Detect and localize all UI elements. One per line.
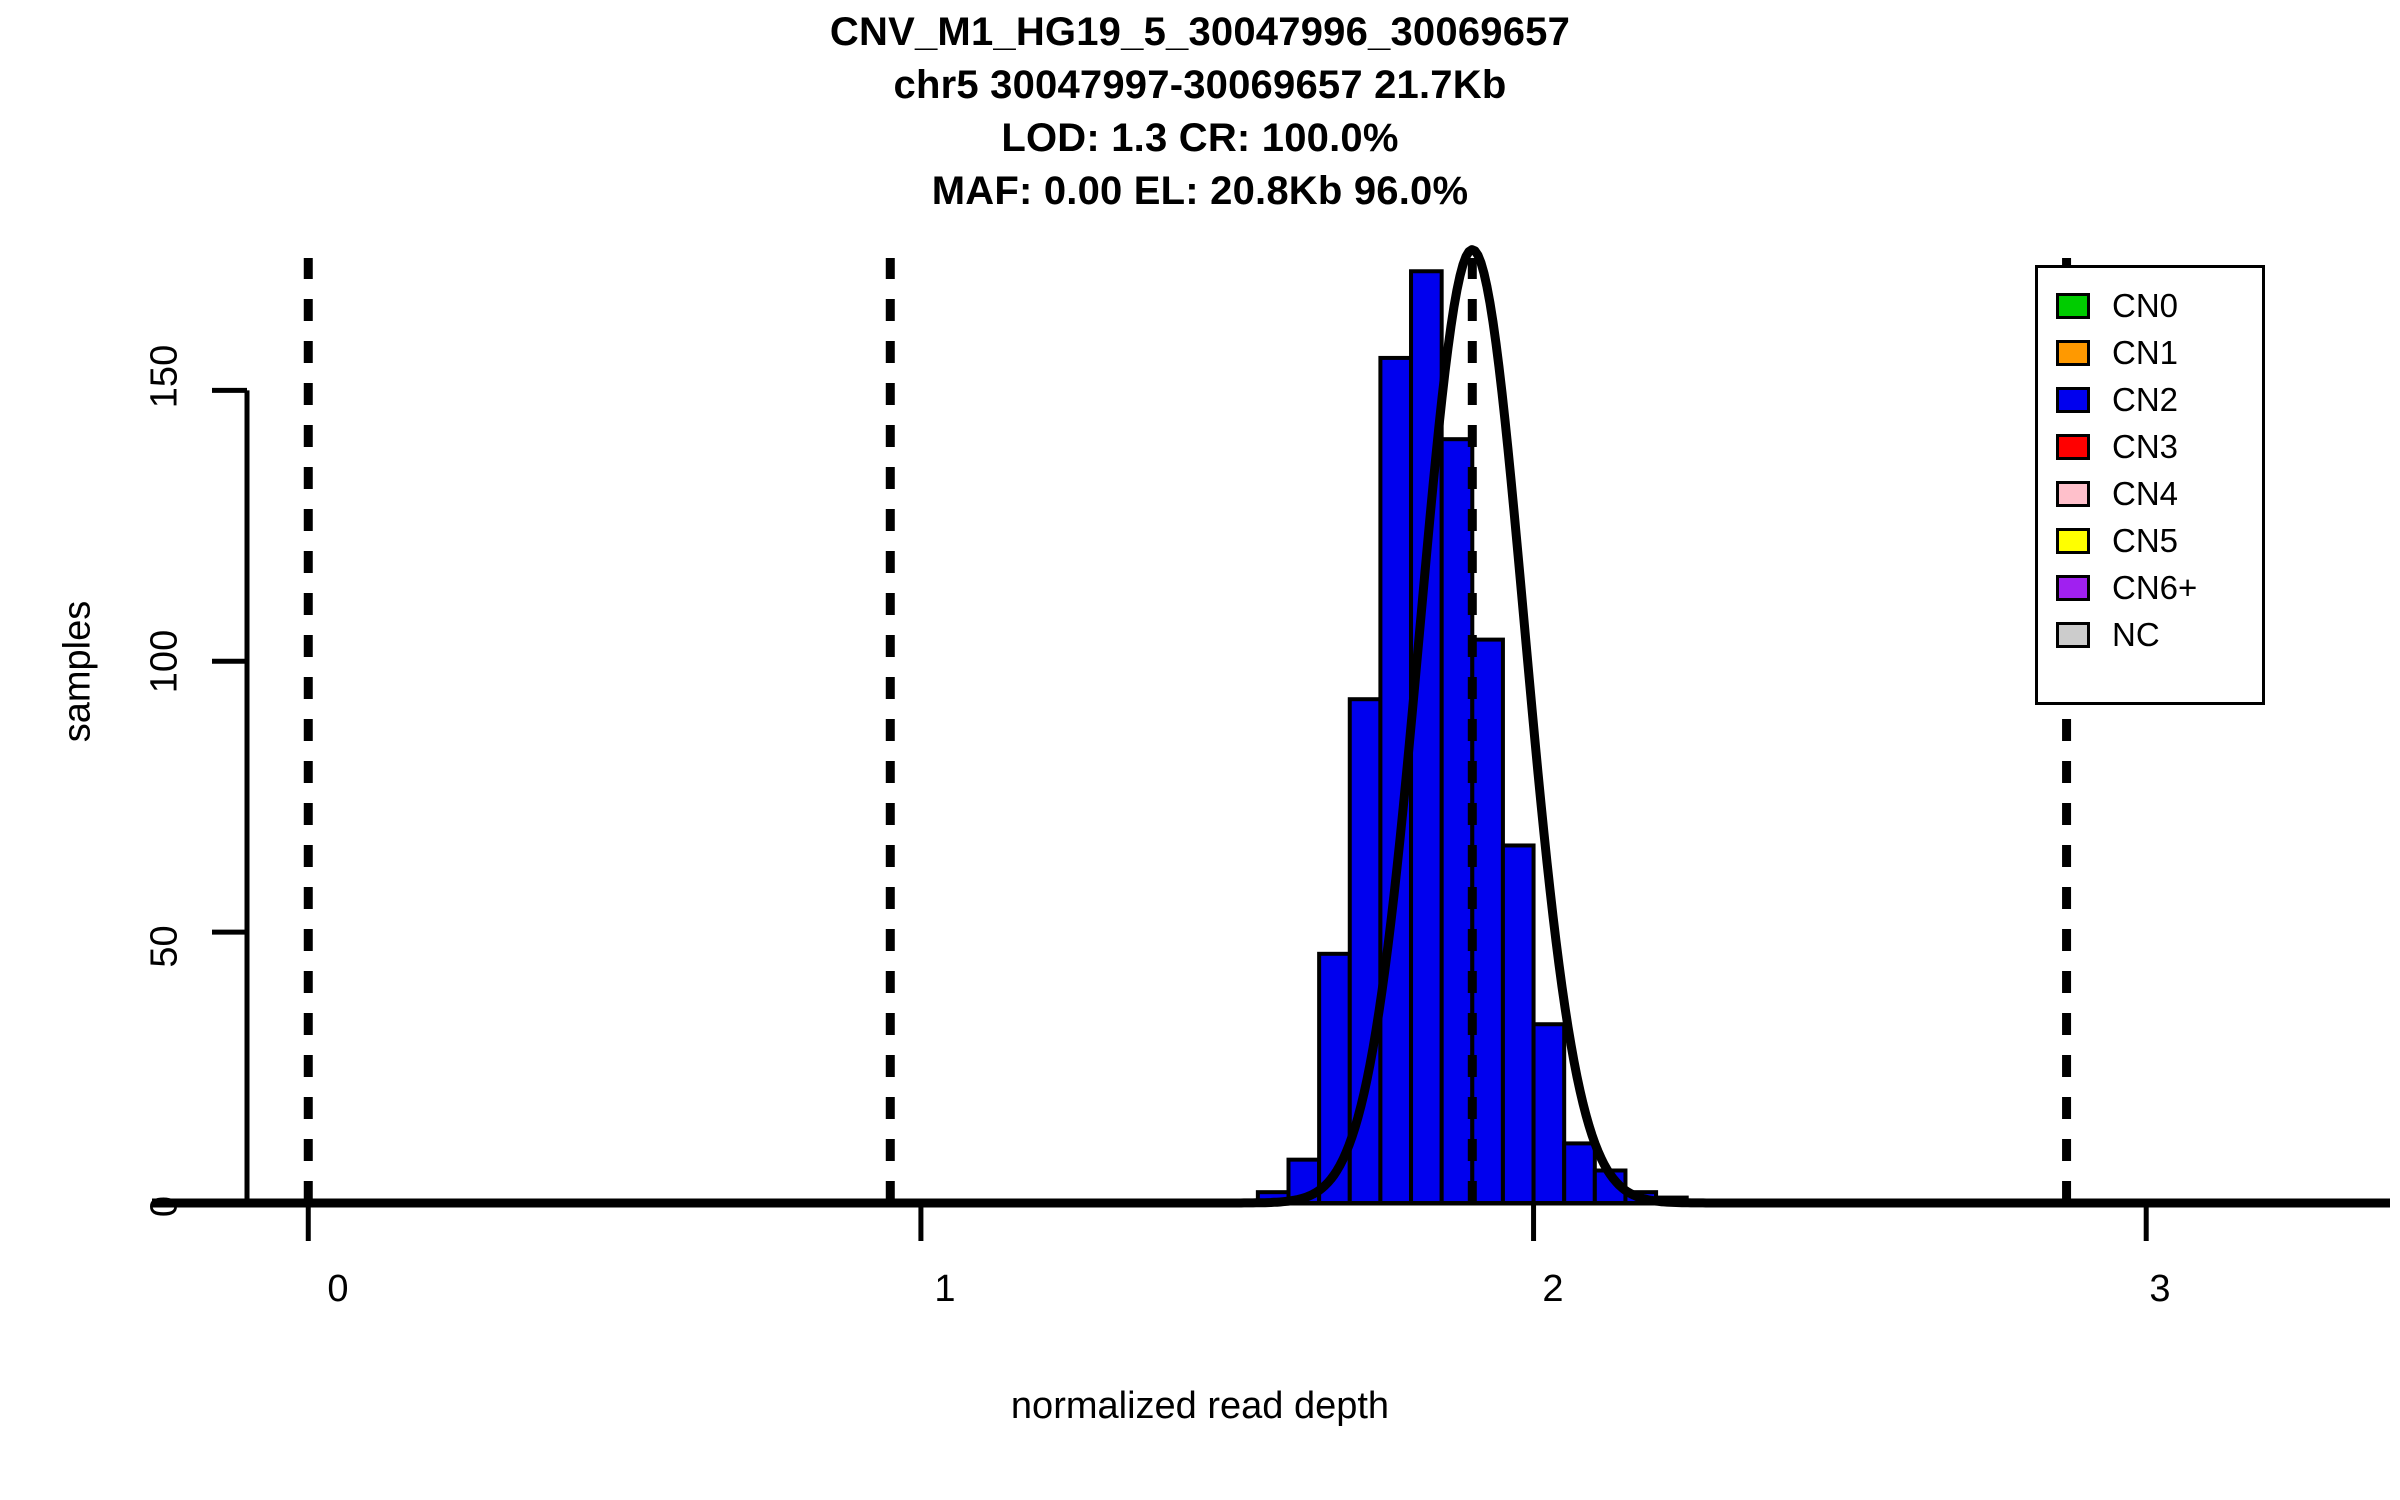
legend-item-cn6plus: CN6+: [2038, 564, 2262, 611]
legend-swatch-icon-cn0: [2056, 292, 2090, 319]
legend-label-cn4: CN4: [2112, 475, 2179, 512]
histogram-bar: [1317, 951, 1352, 1205]
legend-item-nc: NC: [2038, 611, 2262, 658]
x-axis: [152, 1200, 2390, 1241]
legend-item-cn5: CN5: [2038, 517, 2262, 564]
legend-label-cn0: CN0: [2112, 287, 2179, 324]
legend-swatch-icon-cn5: [2056, 527, 2090, 554]
legend-item-cn3: CN3: [2038, 423, 2262, 470]
legend-item-cn2: CN2: [2038, 376, 2262, 423]
y-axis: [212, 387, 250, 1206]
copy-number-reference-lines: [303, 258, 2072, 1203]
x-axis-title: normalized read depth: [1010, 1385, 1390, 1427]
histogram-bar: [1470, 637, 1505, 1205]
legend-swatch-icon-nc: [2056, 621, 2090, 648]
legend-item-cn1: CN1: [2038, 329, 2262, 376]
legend-swatch-icon-cn1: [2056, 339, 2090, 366]
x-tick-label-2: 2: [1542, 1268, 1564, 1310]
title-line-1: CNV_M1_HG19_5_30047996_30069657: [829, 10, 1571, 54]
legend-label-cn2: CN2: [2112, 381, 2179, 418]
title-line-4: MAF: 0.00 EL: 20.8Kb 96.0%: [931, 169, 1469, 213]
legend-item-cn4: CN4: [2038, 470, 2262, 517]
legend-swatch-icon-cn6plus: [2056, 574, 2090, 601]
histogram-bar: [1500, 843, 1536, 1205]
histogram-bar: [1347, 697, 1383, 1205]
title-line-3: LOD: 1.3 CR: 100.0%: [1001, 116, 1399, 160]
x-tick-label-1: 1: [934, 1268, 956, 1310]
legend-label-cn3: CN3: [2112, 428, 2179, 465]
x-tick-label-0: 0: [327, 1268, 349, 1310]
copy-number-legend: CN0 CN1 CN2 CN3 CN4 CN5 CN6+ NC: [2035, 265, 2265, 705]
legend-label-cn5: CN5: [2112, 522, 2179, 559]
histogram-bar: [1439, 437, 1475, 1205]
density-curve: [150, 245, 2392, 1208]
legend-label-cn1: CN1: [2112, 334, 2179, 371]
legend-swatch-icon-cn4: [2056, 480, 2090, 507]
legend-label-nc: NC: [2112, 616, 2160, 653]
histogram-bar: [1562, 1141, 1597, 1205]
legend-swatch-icon-cn2: [2056, 386, 2090, 413]
histogram-bar: [1531, 1022, 1567, 1205]
x-tick-label-3: 3: [2149, 1268, 2171, 1310]
title-line-2: chr5 30047997-30069657 21.7Kb: [893, 63, 1507, 107]
legend-swatch-icon-cn3: [2056, 433, 2090, 460]
legend-item-cn0: CN0: [2038, 282, 2262, 329]
legend-label-cn6plus: CN6+: [2112, 569, 2198, 606]
plot-title: CNV_M1_HG19_5_30047996_30069657 chr5 300…: [0, 6, 2400, 218]
